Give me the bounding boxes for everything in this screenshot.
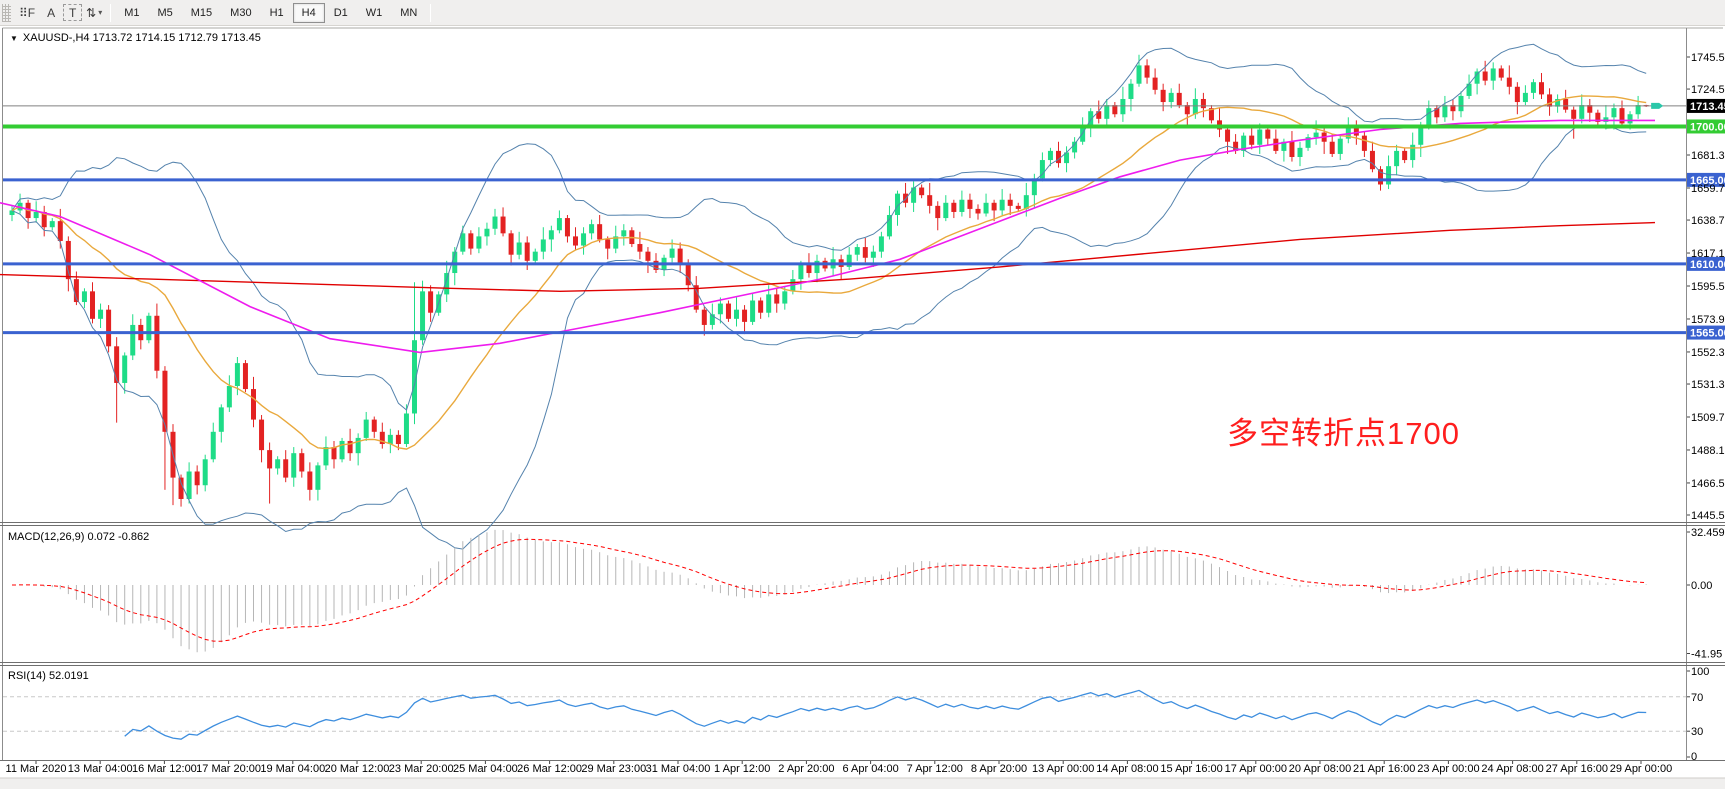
timeframe-button-m1[interactable]: M1 [124, 6, 140, 19]
svg-text:1700.00: 1700.00 [1690, 121, 1725, 133]
toolbar-grip[interactable] [2, 3, 11, 22]
svg-text:17 Apr 00:00: 17 Apr 00:00 [1225, 763, 1287, 775]
svg-text:1659.70: 1659.70 [1691, 183, 1725, 195]
macd-indicator-label: MACD(12,26,9) 0.072 -0.862 [8, 531, 150, 543]
toolbar-separator [430, 3, 432, 22]
ma-red-line [0, 221, 1656, 293]
svg-text:1552.30: 1552.30 [1691, 347, 1725, 359]
horizontal-level-lines[interactable]: 1713.45 1700.00 1665.00 1610.00 1565.00 [3, 98, 1725, 340]
timeframe-button-h1[interactable]: H1 [269, 6, 284, 19]
svg-text:14 Apr 08:00: 14 Apr 08:00 [1096, 763, 1158, 775]
toolbar: ⠿F A T ⇅ ▾ M1 M5 M15 M30 H1 H4 D1 W1 MN [0, 0, 1725, 26]
svg-text:20 Mar 12:00: 20 Mar 12:00 [325, 763, 390, 775]
rsi-indicator-label: RSI(14) 52.0191 [8, 670, 89, 682]
svg-text:100: 100 [1691, 666, 1709, 678]
timeframe-button-m5[interactable]: M5 [157, 6, 173, 19]
svg-text:1724.50: 1724.50 [1691, 84, 1725, 96]
svg-text:16 Mar 12:00: 16 Mar 12:00 [132, 763, 197, 775]
svg-text:30: 30 [1691, 726, 1703, 738]
svg-text:1713.45: 1713.45 [1690, 101, 1725, 113]
chevron-down-icon: ▼ [10, 33, 18, 43]
svg-text:1466.50: 1466.50 [1691, 478, 1725, 490]
svg-text:25 Mar 04:00: 25 Mar 04:00 [453, 763, 518, 775]
timeframe-button-d1[interactable]: D1 [333, 6, 348, 19]
svg-text:1509.70: 1509.70 [1691, 412, 1725, 424]
svg-text:70: 70 [1691, 692, 1703, 704]
svg-text:1665.00: 1665.00 [1690, 175, 1725, 187]
text-annotation: 多空转折点1700 [1227, 416, 1460, 451]
svg-text:23 Apr 00:00: 23 Apr 00:00 [1417, 763, 1479, 775]
macd-panel [11, 529, 1647, 653]
svg-text:1610.00: 1610.00 [1690, 259, 1725, 271]
price-axis[interactable]: 1745.50 1724.50 1681.30 1659.70 1638.70 1617.… [1687, 52, 1725, 522]
timeframe-button-mn[interactable]: MN [400, 6, 418, 19]
svg-text:-41.95: -41.95 [1691, 649, 1722, 661]
svg-text:1573.90: 1573.90 [1691, 314, 1725, 326]
svg-text:0.00: 0.00 [1691, 580, 1712, 592]
svg-text:32.459: 32.459 [1691, 527, 1725, 539]
svg-text:31 Mar 04:00: 31 Mar 04:00 [646, 763, 711, 775]
svg-text:1445.50: 1445.50 [1691, 510, 1725, 522]
svg-text:11 Mar 2020: 11 Mar 2020 [6, 763, 67, 775]
toolbar-separator [110, 3, 112, 22]
svg-text:6 Apr 04:00: 6 Apr 04:00 [842, 763, 898, 775]
svg-text:24 Apr 08:00: 24 Apr 08:00 [1481, 763, 1543, 775]
svg-text:27 Apr 16:00: 27 Apr 16:00 [1546, 763, 1608, 775]
svg-text:13 Apr 00:00: 13 Apr 00:00 [1032, 763, 1094, 775]
arrows-tool-icon[interactable]: ⇅ ▾ [86, 5, 103, 20]
svg-text:1745.50: 1745.50 [1691, 52, 1725, 64]
svg-text:1565.00: 1565.00 [1690, 328, 1725, 340]
svg-text:13 Mar 04:00: 13 Mar 04:00 [68, 763, 133, 775]
svg-text:17 Mar 20:00: 17 Mar 20:00 [196, 763, 261, 775]
svg-text:20 Apr 08:00: 20 Apr 08:00 [1289, 763, 1351, 775]
line-studies-toolbar: ⠿F A T ⇅ ▾ [15, 3, 106, 23]
svg-text:1617.10: 1617.10 [1691, 248, 1725, 260]
svg-text:19 Mar 04:00: 19 Mar 04:00 [260, 763, 325, 775]
dropdown-caret-icon[interactable]: ▾ [98, 8, 103, 17]
svg-text:1488.10: 1488.10 [1691, 445, 1725, 457]
rsi-panel [3, 689, 1686, 740]
fibonacci-tool-icon[interactable]: ⠿F [19, 5, 36, 20]
svg-text:15 Apr 16:00: 15 Apr 16:00 [1160, 763, 1222, 775]
svg-text:26 Mar 12:00: 26 Mar 12:00 [517, 763, 582, 775]
ma-magenta-line [0, 119, 1655, 354]
svg-text:1638.70: 1638.70 [1691, 215, 1725, 227]
bollinger-bands [11, 43, 1647, 550]
timeframe-button-m15[interactable]: M15 [190, 6, 213, 19]
svg-text:1595.50: 1595.50 [1691, 281, 1725, 293]
svg-text:1681.30: 1681.30 [1691, 150, 1725, 162]
time-axis[interactable]: 11 Mar 2020 13 Mar 04:00 16 Mar 12:00 17 Ma… [6, 761, 1673, 775]
chart-area[interactable]: 1713.451700.001665.001610.001565.001745.… [0, 26, 1725, 789]
svg-text:29 Mar 23:00: 29 Mar 23:00 [581, 763, 646, 775]
text-tool-icon[interactable]: A [47, 5, 56, 20]
timeframe-toolbar: M1 M5 M15 M30 H1 H4 D1 W1 MN [115, 2, 426, 23]
timeframe-button-m30[interactable]: M30 [230, 6, 252, 19]
svg-text:1531.30: 1531.30 [1691, 379, 1725, 391]
symbol-ohlc-text: XAUUSD-,H4 1713.72 1714.15 1712.79 1713.… [22, 32, 261, 44]
svg-text:7 Apr 12:00: 7 Apr 12:00 [907, 763, 963, 775]
svg-text:0: 0 [1691, 751, 1697, 763]
svg-text:29 Apr 00:00: 29 Apr 00:00 [1610, 763, 1672, 775]
svg-text:8 Apr 20:00: 8 Apr 20:00 [971, 763, 1027, 775]
timeframe-button-h4[interactable]: H4 [292, 2, 325, 23]
svg-text:21 Apr 16:00: 21 Apr 16:00 [1353, 763, 1415, 775]
svg-text:2 Apr 20:00: 2 Apr 20:00 [778, 763, 834, 775]
chart-canvas[interactable]: 1713.451700.001665.001610.001565.001745.… [0, 26, 1725, 789]
timeframe-button-w1[interactable]: W1 [365, 6, 383, 19]
chart-symbol-line[interactable]: ▼ XAUUSD-,H4 1713.72 1714.15 1712.79 171… [10, 32, 261, 44]
svg-text:1 Apr 12:00: 1 Apr 12:00 [714, 763, 770, 775]
svg-text:23 Mar 20:00: 23 Mar 20:00 [389, 763, 454, 775]
label-tool-icon[interactable]: T [63, 4, 83, 21]
